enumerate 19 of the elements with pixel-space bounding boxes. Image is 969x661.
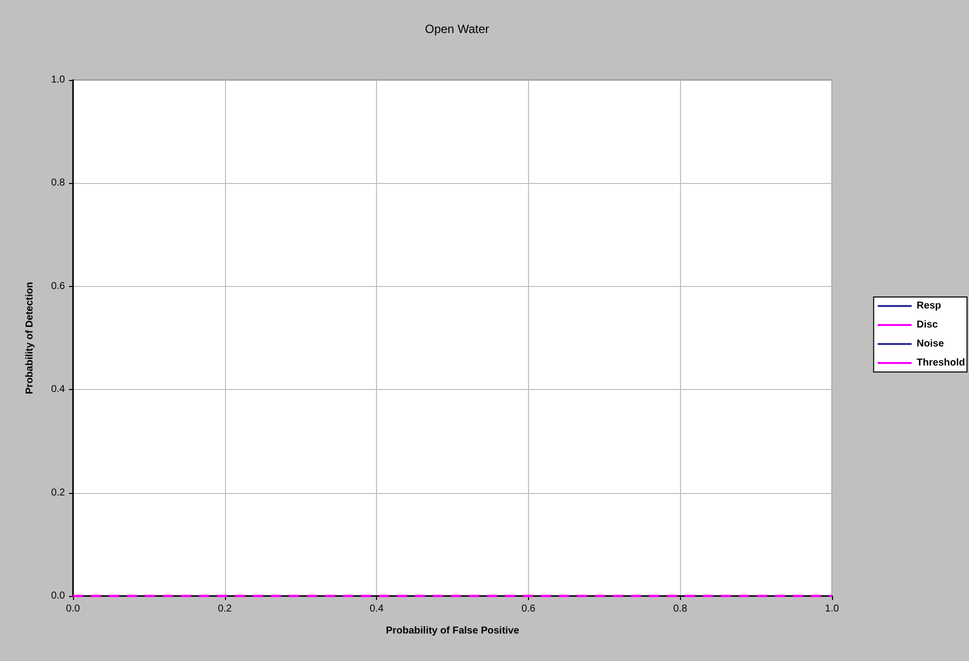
legend-label: Disc	[916, 320, 938, 330]
legend-label: Threshold	[916, 358, 966, 368]
x-tick-label: 1.0	[825, 604, 840, 614]
chart-title: Open Water	[424, 22, 490, 36]
x-tick-label: 0.8	[673, 604, 688, 614]
x-tick-label: 0.2	[218, 604, 232, 614]
x-tick-label: 0.4	[370, 604, 384, 614]
y-tick-label: 0.2	[51, 487, 66, 498]
legend-label: Resp	[916, 300, 942, 312]
y-axis-title: Probability of Detection	[24, 282, 36, 394]
y-tick-label: 0.6	[51, 280, 66, 292]
x-tick-label: 0.0	[66, 604, 80, 614]
y-tick-label: 0.4	[51, 384, 66, 396]
legend-label: Noise	[916, 338, 944, 350]
y-tick-label: 0.0	[51, 590, 66, 602]
y-tick-label: 0.8	[51, 178, 66, 189]
x-tick-label: 0.6	[521, 604, 536, 614]
x-axis-title: Probability of False Positive	[386, 626, 520, 636]
y-tick-label: 1.0	[51, 74, 66, 86]
